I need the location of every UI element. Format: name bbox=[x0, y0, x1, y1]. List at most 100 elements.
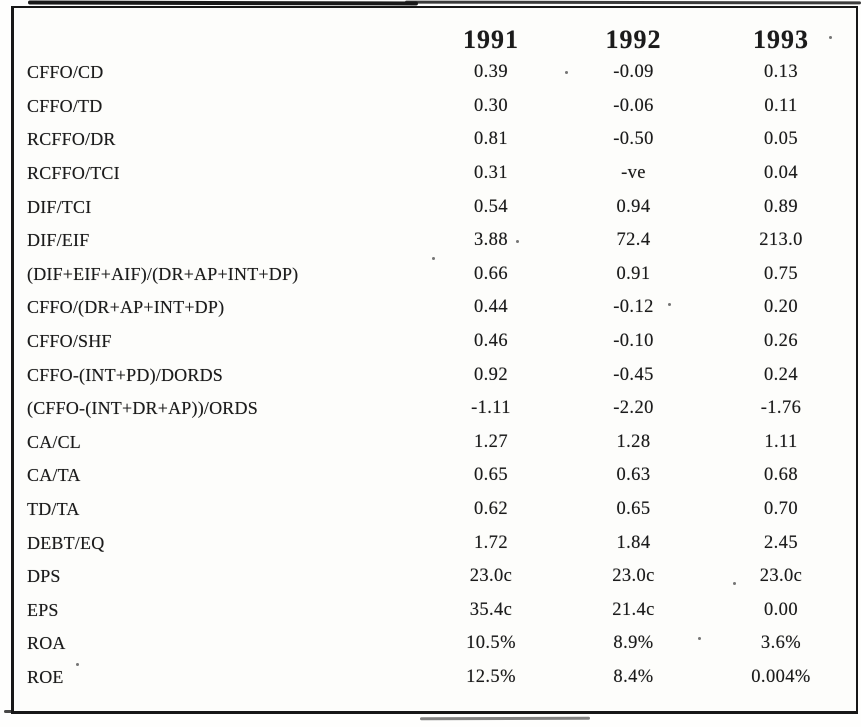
value-1992: -0.12 bbox=[613, 297, 654, 318]
table-row: RCFFO/DR 0.81 -0.50 0.05 bbox=[14, 123, 856, 157]
ratio-label: CFFO/CD bbox=[27, 62, 104, 83]
table-row: CFFO/CD 0.39 -0.09 0.13 bbox=[14, 56, 856, 90]
value-1991: 0.46 bbox=[474, 331, 508, 352]
value-1992: 1.28 bbox=[616, 431, 651, 452]
table-row: CFFO-(INT+PD)/DORDS 0.92 -0.45 0.24 bbox=[14, 358, 856, 392]
value-1991: 0.39 bbox=[474, 62, 508, 83]
value-1993: 0.00 bbox=[764, 599, 798, 620]
value-1992: 72.4 bbox=[616, 230, 651, 251]
scan-artifact-bottom bbox=[419, 716, 591, 721]
value-1991: 10.5% bbox=[466, 633, 516, 654]
value-1993: 0.13 bbox=[764, 62, 798, 83]
ratio-label: CFFO-(INT+PD)/DORDS bbox=[27, 364, 223, 385]
ratio-label: (DIF+EIF+AIF)/(DR+AP+INT+DP) bbox=[27, 263, 299, 284]
scan-artifact-top-left bbox=[27, 0, 419, 6]
ratio-label: CFFO/(DR+AP+INT+DP) bbox=[27, 297, 225, 318]
table-row: DIF/TCI 0.54 0.94 0.89 bbox=[14, 190, 856, 224]
value-1992: 21.4c bbox=[612, 599, 655, 620]
value-1991: 1.72 bbox=[474, 532, 508, 553]
value-1992: 23.0c bbox=[612, 566, 655, 587]
value-1991: 12.5% bbox=[466, 666, 516, 687]
value-1991: -1.11 bbox=[471, 398, 511, 419]
value-1992: 0.65 bbox=[616, 499, 651, 520]
value-1993: 0.75 bbox=[764, 263, 798, 284]
table-row: RCFFO/TCI 0.31 -ve 0.04 bbox=[14, 157, 856, 191]
value-1993: 3.6% bbox=[760, 633, 802, 654]
value-1991: 0.44 bbox=[474, 297, 508, 318]
value-1991: 0.92 bbox=[474, 364, 508, 385]
col-header-1993: 1993 bbox=[753, 25, 809, 54]
table-header-row: 1991 1992 1993 bbox=[14, 8, 856, 56]
value-1993: 0.70 bbox=[764, 499, 798, 520]
table-row: TD/TA 0.62 0.65 0.70 bbox=[14, 493, 856, 527]
value-1991: 0.81 bbox=[474, 129, 508, 150]
table-row: DPS 23.0c 23.0c 23.0c bbox=[14, 560, 856, 594]
value-1993: 0.11 bbox=[764, 95, 798, 116]
table-row: CFFO/SHF 0.46 -0.10 0.26 bbox=[14, 325, 856, 359]
ratio-label: DIF/EIF bbox=[27, 230, 90, 251]
table-row: ROE 12.5% 8.4% 0.004% bbox=[14, 661, 856, 695]
ratio-label: CA/TA bbox=[27, 465, 81, 486]
value-1993: 1.11 bbox=[764, 431, 798, 452]
value-1991: 0.30 bbox=[474, 95, 508, 116]
table-row: CA/TA 0.65 0.63 0.68 bbox=[14, 459, 856, 493]
scan-artifact-top-right bbox=[404, 0, 861, 5]
value-1993: 2.45 bbox=[764, 532, 798, 553]
ratio-label: RCFFO/TCI bbox=[27, 163, 120, 184]
financial-ratios-table: 1991 1992 1993 CFFO/CD 0.39 -0.09 0.13 C… bbox=[11, 6, 858, 714]
ratio-label: EPS bbox=[27, 599, 59, 620]
value-1993: 0.05 bbox=[764, 129, 798, 150]
value-1991: 0.65 bbox=[474, 465, 508, 486]
table-row: (DIF+EIF+AIF)/(DR+AP+INT+DP) 0.66 0.91 0… bbox=[14, 258, 856, 292]
value-1992: 1.84 bbox=[616, 532, 651, 553]
value-1993: 0.89 bbox=[764, 196, 798, 217]
ratio-label: CFFO/SHF bbox=[27, 331, 112, 352]
ratio-label: ROA bbox=[27, 633, 66, 654]
table-row: CFFO/TD 0.30 -0.06 0.11 bbox=[14, 90, 856, 124]
value-1992: -0.45 bbox=[613, 364, 654, 385]
table-row: ROA 10.5% 8.9% 3.6% bbox=[14, 627, 856, 661]
value-1993: 0.04 bbox=[764, 163, 798, 184]
col-header-1991: 1991 bbox=[463, 25, 519, 54]
value-1992: 0.91 bbox=[616, 263, 651, 284]
value-1992: -2.20 bbox=[613, 398, 654, 419]
ratio-label: DIF/TCI bbox=[27, 196, 92, 217]
ratio-label: CA/CL bbox=[27, 431, 82, 452]
value-1992: 8.4% bbox=[613, 666, 654, 687]
value-1991: 35.4c bbox=[469, 599, 513, 620]
value-1993: 0.24 bbox=[764, 364, 798, 385]
value-1993: 0.20 bbox=[764, 297, 798, 318]
value-1992: -0.10 bbox=[613, 331, 654, 352]
ratio-label: DEBT/EQ bbox=[27, 532, 105, 553]
ratio-label: RCFFO/DR bbox=[27, 129, 116, 150]
value-1992: 0.63 bbox=[616, 465, 651, 486]
value-1991: 3.88 bbox=[474, 230, 508, 251]
table-row: (CFFO-(INT+DR+AP))/ORDS -1.11 -2.20 -1.7… bbox=[14, 392, 856, 426]
table-row: EPS 35.4c 21.4c 0.00 bbox=[14, 594, 856, 628]
value-1991: 1.27 bbox=[474, 431, 508, 452]
value-1992: -ve bbox=[621, 163, 646, 184]
value-1993: -1.76 bbox=[760, 398, 802, 419]
ratio-label: CFFO/TD bbox=[27, 95, 103, 116]
table-row: CA/CL 1.27 1.28 1.11 bbox=[14, 426, 856, 460]
value-1992: 0.94 bbox=[616, 196, 651, 217]
value-1991: 0.54 bbox=[474, 196, 508, 217]
value-1992: -0.09 bbox=[613, 62, 654, 83]
ratio-label: TD/TA bbox=[27, 499, 80, 520]
ratio-label: (CFFO-(INT+DR+AP))/ORDS bbox=[27, 398, 258, 419]
table-row: CFFO/(DR+AP+INT+DP) 0.44 -0.12 0.20 bbox=[14, 291, 856, 325]
col-header-1992: 1992 bbox=[605, 25, 662, 54]
value-1992: 8.9% bbox=[613, 633, 654, 654]
value-1993: 23.0c bbox=[759, 566, 803, 587]
value-1991: 0.62 bbox=[474, 499, 508, 520]
ratio-label: DPS bbox=[27, 566, 61, 587]
value-1993: 0.68 bbox=[764, 465, 798, 486]
value-1993: 0.26 bbox=[764, 331, 798, 352]
table-body: CFFO/CD 0.39 -0.09 0.13 CFFO/TD 0.30 -0.… bbox=[14, 56, 856, 694]
value-1991: 0.31 bbox=[474, 163, 508, 184]
table-row: DEBT/EQ 1.72 1.84 2.45 bbox=[14, 526, 856, 560]
table-row: DIF/EIF 3.88 72.4 213.0 bbox=[14, 224, 856, 258]
ratio-label: ROE bbox=[27, 666, 64, 687]
value-1992: -0.50 bbox=[613, 129, 654, 150]
